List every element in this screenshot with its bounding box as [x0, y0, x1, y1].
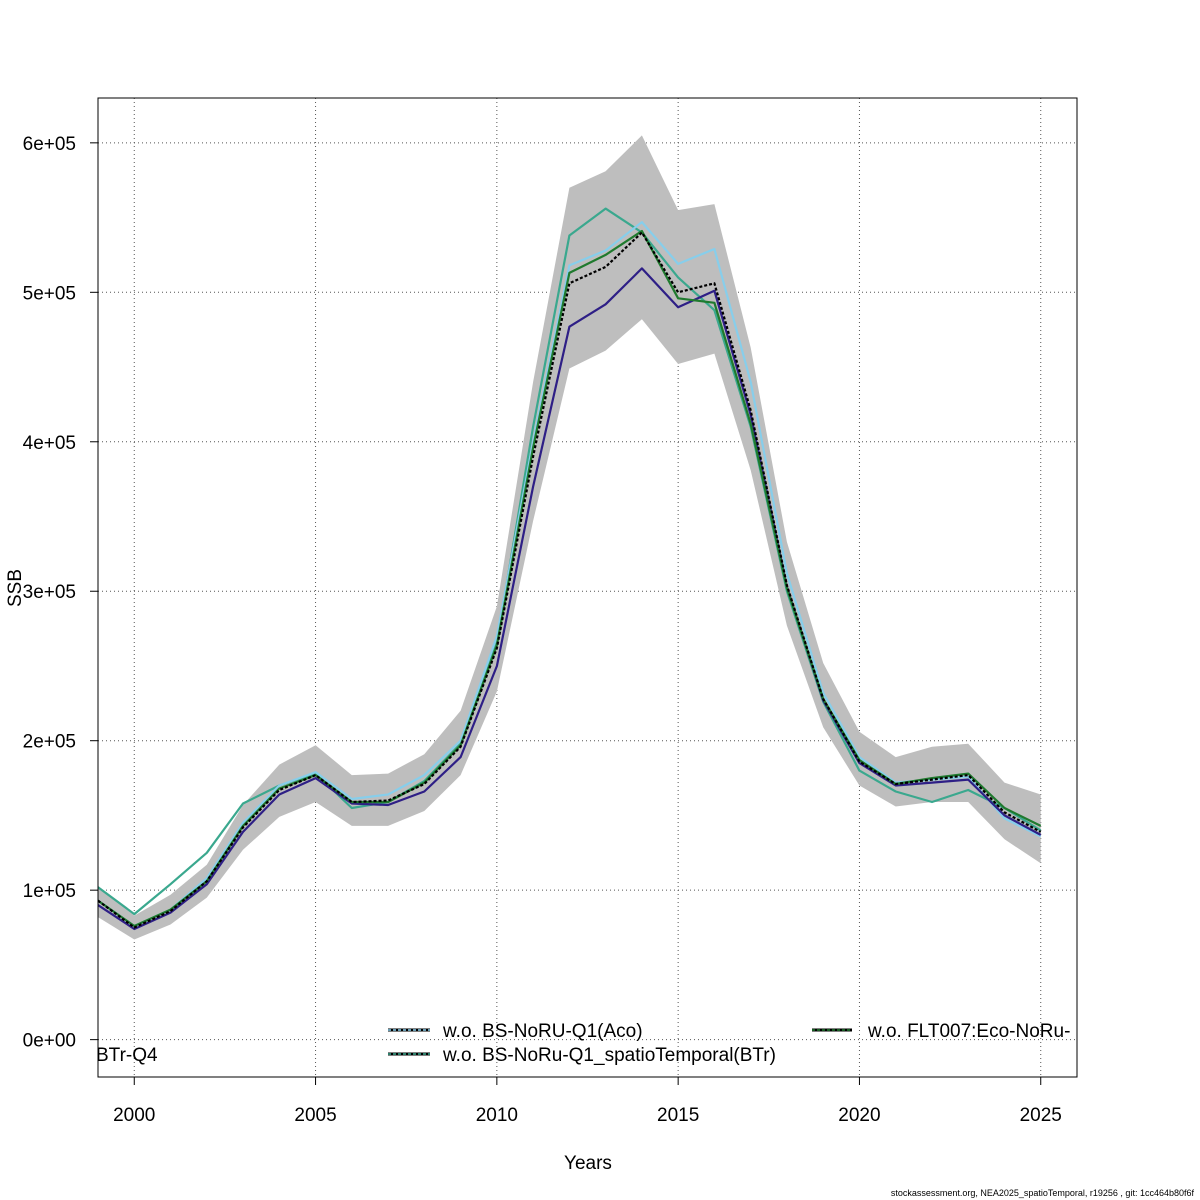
x-axis-ticks: 2000 2005 2010 2015 2020 2025	[113, 1077, 1062, 1126]
x-tick-label: 2025	[1020, 1105, 1062, 1126]
y-axis-ticks: 0e+00 1e+05 2e+05 3e+05 4e+05 5e+05 6e+05	[23, 134, 98, 1052]
x-tick-label: 2010	[476, 1105, 518, 1126]
x-tick-label: 2000	[113, 1105, 155, 1126]
confidence-band-layer	[98, 135, 1041, 940]
legend-label-btr: w.o. BS-NoRu-Q1_spatioTemporal(BTr)	[442, 1045, 776, 1066]
y-tick-label: 5e+05	[23, 283, 76, 304]
y-tick-label: 6e+05	[23, 134, 76, 155]
series-line-3	[98, 207, 1042, 916]
legend-entry-aco: w.o. BS-NoRU-Q1(Aco)	[388, 1021, 643, 1042]
legend-label-flt007: w.o. FLT007:Eco-NoRu-	[867, 1021, 1070, 1042]
x-tick-label: 2005	[294, 1105, 336, 1126]
legend-label-aco: w.o. BS-NoRU-Q1(Aco)	[442, 1021, 643, 1042]
legend: BTr-Q4 w.o. BS-NoRU-Q1(Aco) w.o. BS-NoRu…	[96, 1021, 1070, 1066]
series-line-0	[98, 231, 1042, 929]
confidence-band	[98, 135, 1041, 940]
x-tick-label: 2020	[838, 1105, 880, 1126]
y-tick-label: 0e+00	[23, 1031, 76, 1052]
y-tick-label: 4e+05	[23, 433, 76, 454]
legend-entry-flt007: w.o. FLT007:Eco-NoRu-	[812, 1021, 1070, 1042]
plot-frame	[97, 97, 1078, 1078]
y-tick-label: 2e+05	[23, 732, 76, 753]
series-layer	[98, 207, 1042, 931]
x-tick-label: 2015	[657, 1105, 699, 1126]
legend-partial-label: BTr-Q4	[96, 1045, 158, 1066]
legend-entry-btr: w.o. BS-NoRu-Q1_spatioTemporal(BTr)	[388, 1045, 776, 1066]
series-line-1	[98, 221, 1042, 928]
y-tick-label: 1e+05	[23, 881, 76, 902]
y-axis-title: SSB	[5, 569, 26, 607]
x-axis-title: Years	[564, 1153, 612, 1174]
series-line-2	[98, 267, 1042, 931]
y-tick-label: 3e+05	[23, 582, 76, 603]
source-footer: stockassessment.org, NEA2025_spatioTempo…	[890, 1188, 1194, 1198]
